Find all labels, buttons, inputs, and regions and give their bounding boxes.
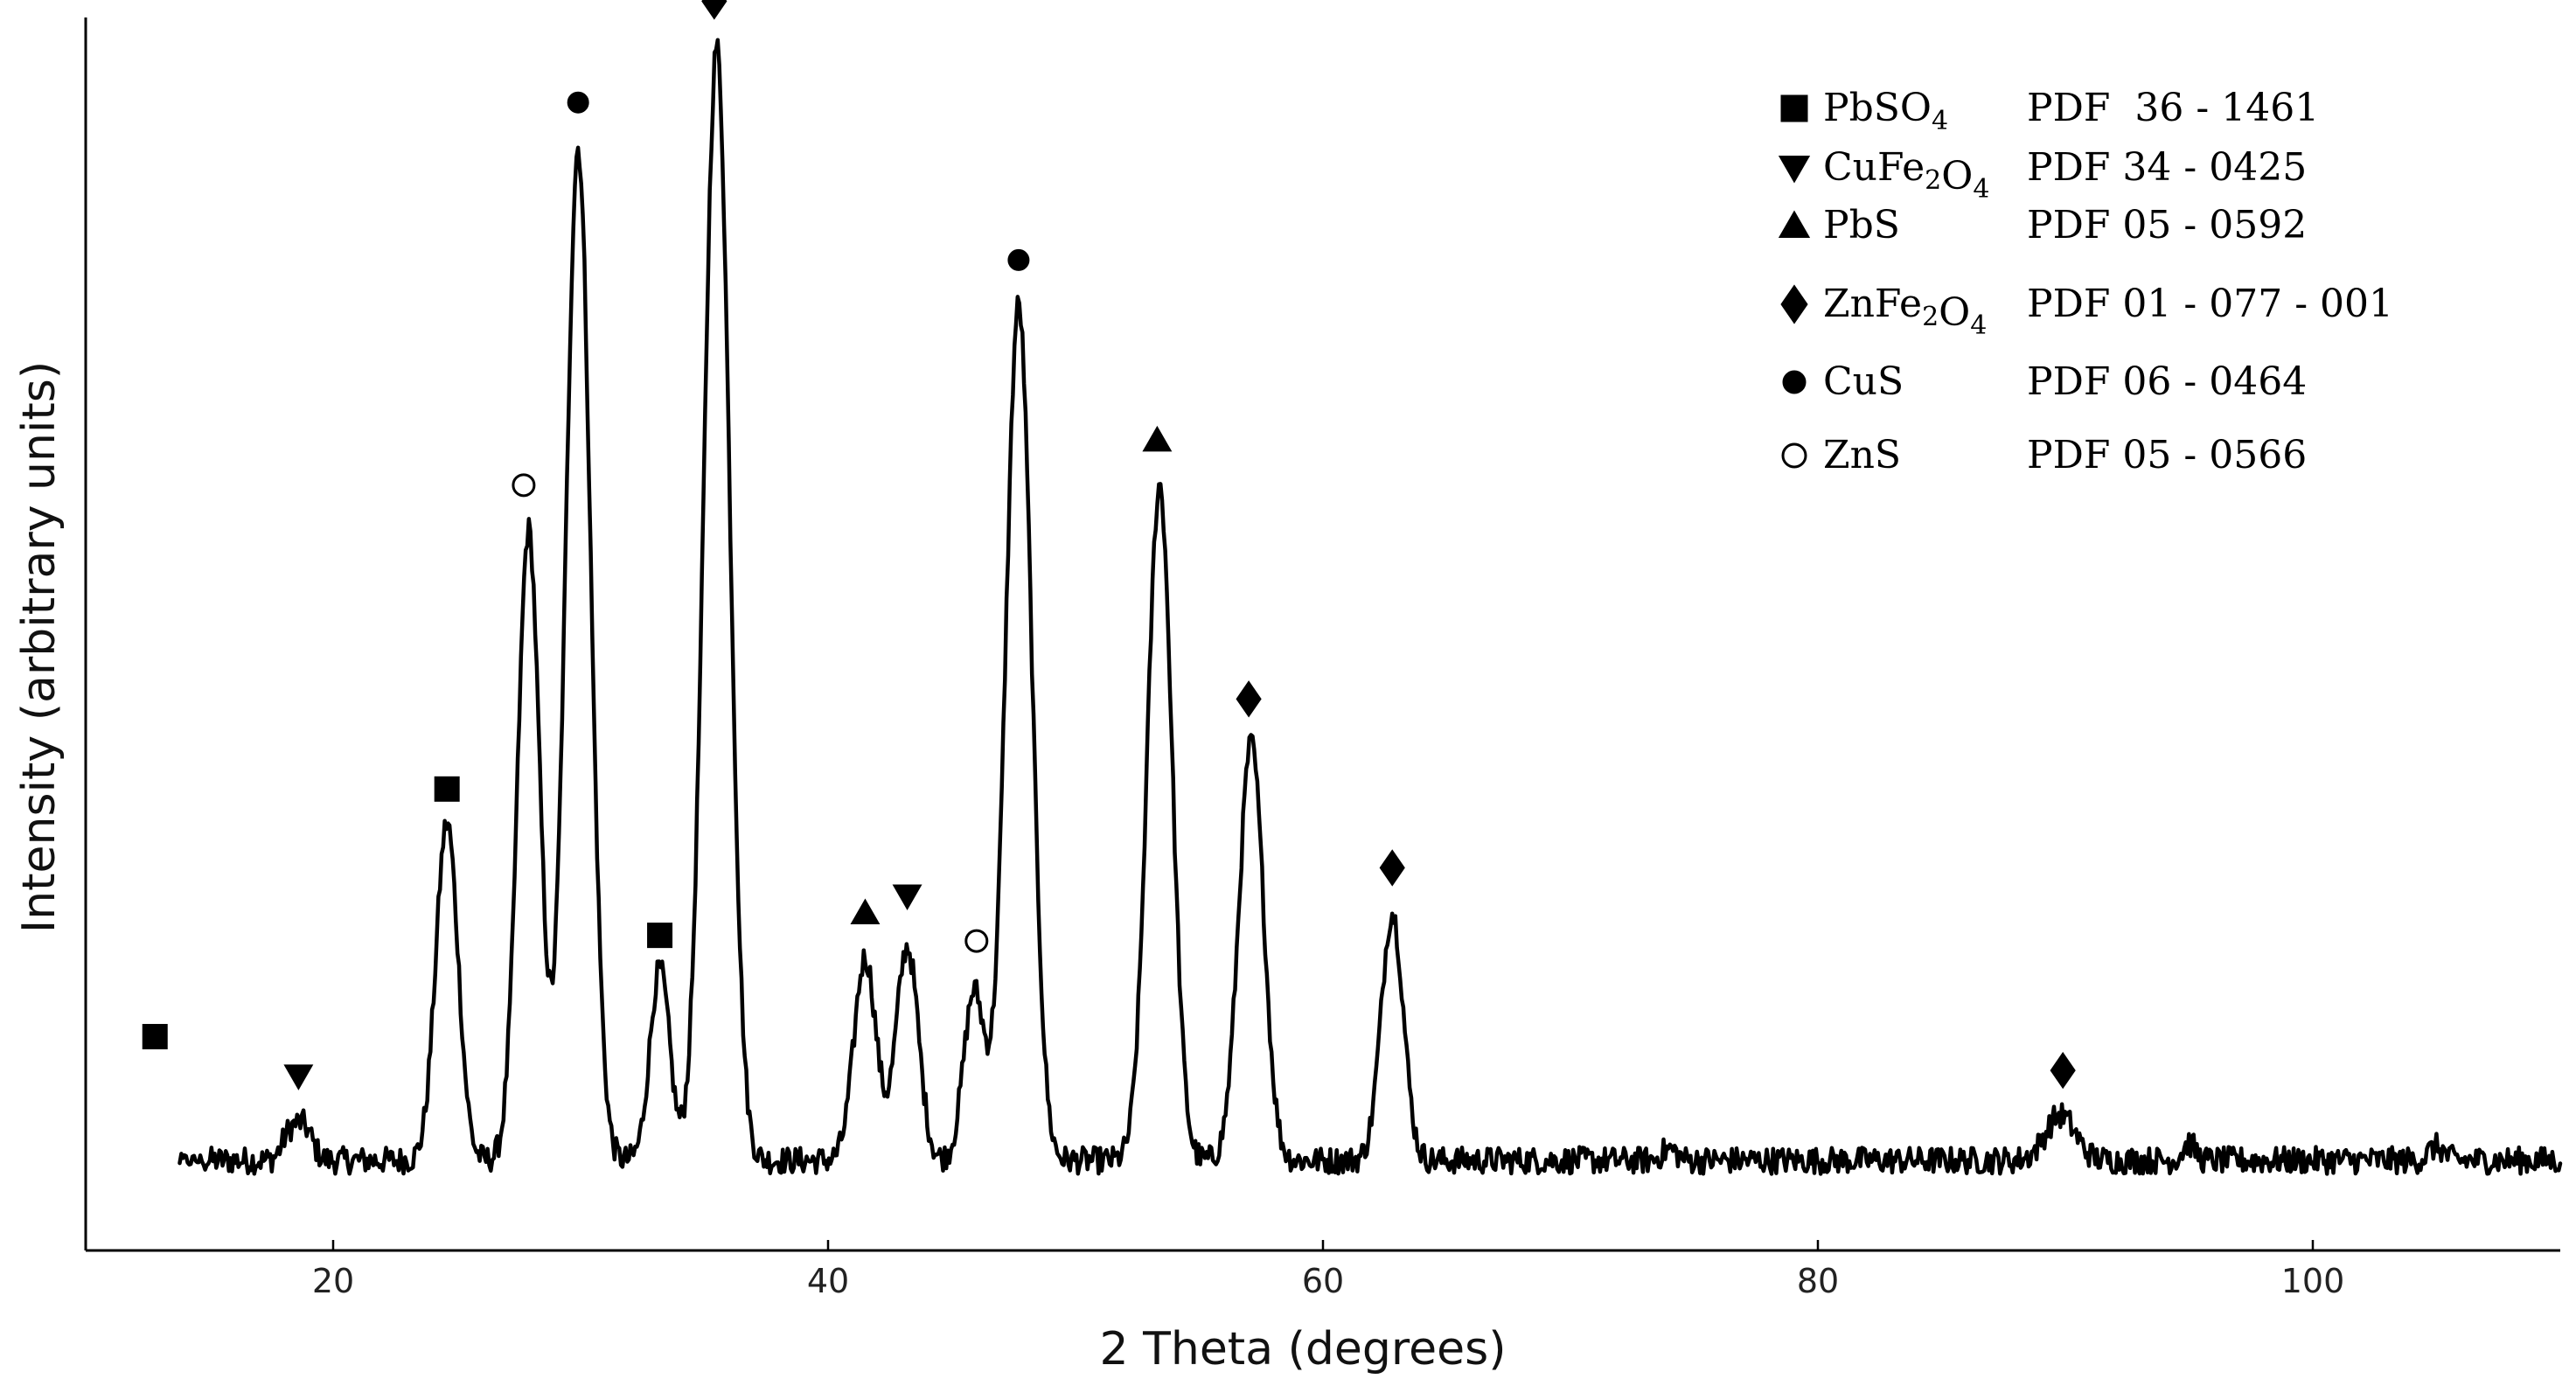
legend-pdf-znfe2o4: PDF 01 - 077 - 001 xyxy=(2027,282,2393,326)
x-tick-label: 100 xyxy=(2281,1262,2345,1300)
x-tick-label: 40 xyxy=(807,1262,849,1300)
y-axis-title: Intensity (arbitrary units) xyxy=(13,361,66,933)
legend-marker-znfe2o4 xyxy=(1780,284,1808,324)
peak-marker-zns xyxy=(512,473,536,498)
legend-label-zns: ZnS xyxy=(1823,433,1901,477)
peak-marker-pbso4 xyxy=(434,776,460,802)
legend-marker-cufe2o4 xyxy=(1778,156,1811,184)
peak-marker-znfe2o4 xyxy=(2050,1051,2076,1090)
peak-marker-znfe2o4 xyxy=(701,0,728,20)
legend-label-cus: CuS xyxy=(1823,359,1904,404)
legend-label-cufe2o4: CuFe2O4 xyxy=(1823,145,1989,205)
legend-marker-zns xyxy=(1781,442,1807,469)
legend-label-pbs: PbS xyxy=(1823,203,1900,247)
peak-marker-zns xyxy=(964,929,989,953)
legend-marker-pbso4 xyxy=(1780,94,1808,122)
peak-marker-pbs xyxy=(1142,425,1173,452)
peak-marker-cufe2o4 xyxy=(283,1064,314,1090)
x-tick-label: 80 xyxy=(1797,1262,1839,1300)
peak-marker-pbso4 xyxy=(647,923,673,949)
peak-marker-cufe2o4 xyxy=(892,884,922,910)
diffraction-pattern-line xyxy=(178,38,2563,1176)
x-axis-title: 2 Theta (degrees) xyxy=(1099,1323,1506,1376)
x-tick-label: 60 xyxy=(1302,1262,1344,1300)
legend-pdf-pbso4: PDF 36 - 1461 xyxy=(2027,86,2319,130)
legend-pdf-pbs: PDF 05 - 0592 xyxy=(2027,203,2307,247)
peak-marker-cus xyxy=(567,91,589,114)
peak-marker-pbs xyxy=(850,898,881,924)
peak-marker-znfe2o4 xyxy=(1236,680,1262,718)
legend: PbSO4 PDF 36 - 1461 CuFe2O4 PDF 34 - 0425 Pb… xyxy=(1778,86,2393,477)
legend-pdf-cufe2o4: PDF 34 - 0425 xyxy=(2027,145,2307,190)
legend-pdf-cus: PDF 06 - 0464 xyxy=(2027,359,2307,404)
peak-marker-pbso4 xyxy=(142,1023,168,1049)
peak-marker-znfe2o4 xyxy=(1379,849,1405,887)
legend-marker-cus xyxy=(1782,370,1807,394)
legend-label-pbso4: PbSO4 xyxy=(1823,86,1948,136)
peak-markers xyxy=(142,0,2076,1090)
x-ticks: 20 40 60 80 100 xyxy=(312,1240,2344,1300)
legend-marker-pbs xyxy=(1778,210,1811,238)
x-tick-label: 20 xyxy=(312,1262,354,1300)
legend-label-znfe2o4: ZnFe2O4 xyxy=(1823,282,1987,341)
peak-marker-cus xyxy=(1007,248,1030,271)
legend-pdf-zns: PDF 05 - 0566 xyxy=(2027,433,2307,477)
